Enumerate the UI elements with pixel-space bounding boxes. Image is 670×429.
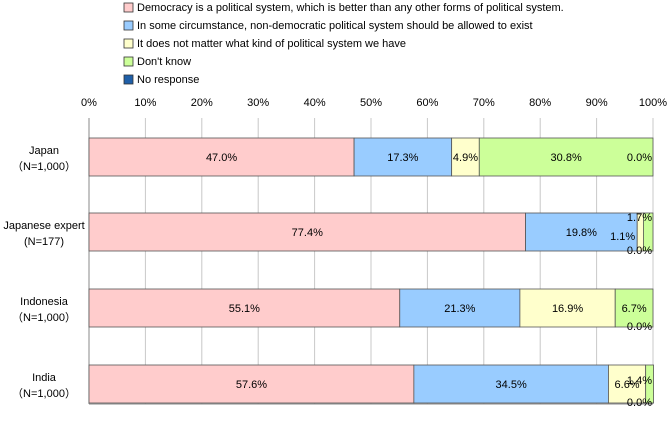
data-label: 0.0%: [627, 397, 652, 409]
category-labels: Japan （N=1,000） Japanese expert (N=177) Indo…: [3, 145, 84, 400]
legend-label: In some circumstance, non-democratic pol…: [137, 20, 533, 32]
bar-segment: [88, 137, 355, 177]
data-label: 17.3%: [387, 152, 418, 164]
data-label: 77.4%: [292, 227, 323, 239]
legend-swatch: [123, 56, 134, 67]
category-sublabel: （N=1,000）: [12, 160, 76, 173]
data-label: 4.9%: [453, 152, 478, 164]
bar-segment: [451, 137, 480, 177]
legend-swatch: [123, 2, 134, 13]
legend-label: Democracy is a political system, which i…: [137, 2, 564, 14]
bar-segment: [413, 364, 609, 404]
bar-segment: [645, 364, 654, 404]
data-label: 57.6%: [236, 379, 267, 391]
category-sublabel: (N=177): [24, 236, 64, 248]
x-tick-label: 80%: [529, 97, 551, 109]
bar-segment: [608, 364, 647, 404]
data-label: 34.5%: [496, 379, 527, 391]
category-label: Japan: [29, 145, 59, 157]
legend-swatch: [123, 20, 134, 31]
bar-segment: [353, 137, 453, 177]
data-label: 55.1%: [229, 303, 260, 315]
bar-segment: [614, 288, 654, 328]
data-label: 16.9%: [552, 303, 583, 315]
bar-segment: [399, 288, 521, 328]
data-label: 0.0%: [627, 321, 652, 333]
x-tick-label: 70%: [473, 97, 495, 109]
data-label: 1.4%: [627, 375, 652, 387]
legend: Democracy is a political system, which i…: [123, 2, 564, 86]
data-label: 21.3%: [444, 303, 475, 315]
bar-segment: [88, 212, 526, 252]
bar-segment: [88, 288, 401, 328]
x-tick-label: 10%: [134, 97, 156, 109]
category-label: Indonesia: [20, 296, 69, 308]
x-tick-label: 30%: [247, 97, 269, 109]
x-tick-label: 50%: [360, 97, 382, 109]
category-sublabel: （N=1,000）: [12, 311, 76, 324]
data-label: 6.6%: [615, 379, 640, 391]
bar-segment: [643, 212, 654, 252]
x-tick-label: 40%: [304, 97, 326, 109]
data-label: 1.7%: [627, 212, 652, 224]
legend-label: It does not matter what kind of politica…: [137, 38, 406, 50]
bar-segment: [88, 364, 415, 404]
x-tick-label: 90%: [586, 97, 608, 109]
x-axis-ticks: 0% 10% 20% 30% 40% 50% 60% 70% 80% 90% 100%: [81, 97, 667, 109]
legend-label: Don't know: [137, 56, 191, 68]
legend-label: No response: [137, 74, 199, 86]
x-tick-label: 0%: [81, 97, 97, 109]
legend-swatch: [123, 74, 134, 85]
x-tick-label: 20%: [191, 97, 213, 109]
category-label: India: [32, 372, 57, 384]
data-label: 0.0%: [627, 152, 652, 164]
bar-segment: [478, 137, 654, 177]
category-label: Japanese expert: [3, 220, 84, 232]
data-label: 47.0%: [206, 152, 237, 164]
data-label: 30.8%: [551, 152, 582, 164]
data-label: 6.7%: [622, 303, 647, 315]
x-tick-label: 60%: [416, 97, 438, 109]
bar-segment: [525, 212, 638, 252]
category-sublabel: （N=1,000）: [12, 387, 76, 400]
legend-swatch: [123, 38, 134, 49]
data-label: 19.8%: [566, 227, 597, 239]
data-label: 0.0%: [627, 245, 652, 257]
data-label: 1.1%: [610, 231, 635, 243]
bars: 47.0% 17.3% 4.9% 30.8% 0.0% 77.4% 19.8% 1.1% 1.7…: [88, 137, 654, 409]
x-tick-label: 100%: [639, 97, 667, 109]
